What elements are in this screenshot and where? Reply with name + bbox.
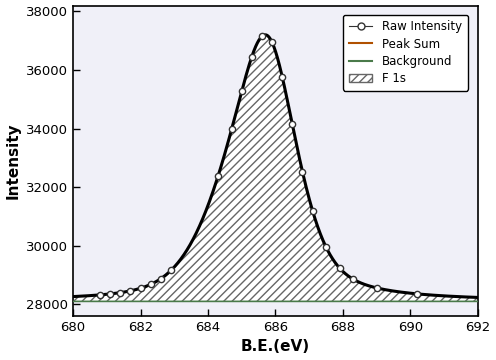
- Y-axis label: Intensity: Intensity: [5, 122, 20, 199]
- Legend: Raw Intensity, Peak Sum, Background, F 1s: Raw Intensity, Peak Sum, Background, F 1…: [343, 14, 468, 91]
- X-axis label: B.E.(eV): B.E.(eV): [241, 339, 310, 355]
